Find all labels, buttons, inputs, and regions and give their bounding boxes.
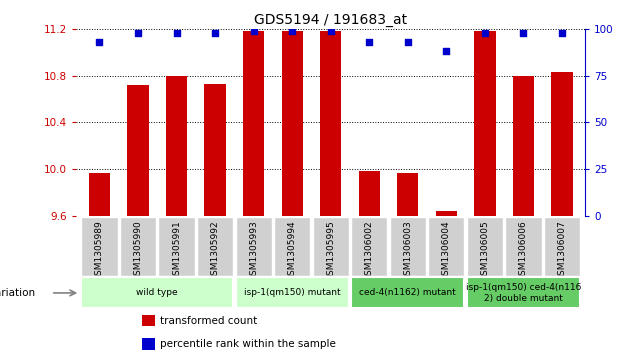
FancyBboxPatch shape (235, 277, 349, 309)
Bar (89, 172, 110, 216)
Text: percentile rank within the sample: percentile rank within the sample (160, 339, 336, 349)
Bar (474, 31, 495, 216)
Point (480, 30, 490, 36)
Point (326, 28, 336, 34)
Point (557, 30, 567, 36)
FancyBboxPatch shape (506, 217, 542, 276)
Bar (205, 84, 226, 216)
Text: GSM1305994: GSM1305994 (287, 221, 296, 281)
Text: GSM1305992: GSM1305992 (211, 221, 219, 281)
FancyBboxPatch shape (313, 217, 349, 276)
Text: GSM1306002: GSM1306002 (365, 221, 374, 281)
Bar (166, 76, 187, 216)
Text: GSM1306007: GSM1306007 (558, 221, 567, 281)
Text: GSM1305993: GSM1305993 (249, 221, 258, 281)
Point (210, 30, 220, 36)
FancyBboxPatch shape (274, 217, 310, 276)
Text: isp-1(qm150) mutant: isp-1(qm150) mutant (244, 289, 340, 297)
Point (249, 28, 259, 34)
Text: wild type: wild type (137, 289, 178, 297)
FancyBboxPatch shape (81, 217, 118, 276)
FancyBboxPatch shape (544, 217, 580, 276)
Text: GSM1305990: GSM1305990 (134, 221, 142, 281)
FancyBboxPatch shape (351, 277, 464, 309)
Bar (282, 31, 303, 216)
FancyBboxPatch shape (390, 217, 426, 276)
FancyBboxPatch shape (158, 217, 195, 276)
Bar (127, 85, 149, 216)
Text: transformed count: transformed count (160, 316, 258, 326)
Text: GSM1305991: GSM1305991 (172, 221, 181, 281)
Bar (243, 31, 264, 216)
FancyBboxPatch shape (197, 217, 233, 276)
Title: GDS5194 / 191683_at: GDS5194 / 191683_at (254, 13, 407, 26)
FancyBboxPatch shape (467, 217, 503, 276)
Point (518, 30, 529, 36)
Point (94, 39, 104, 45)
Text: GSM1306004: GSM1306004 (442, 221, 451, 281)
Text: GSM1305995: GSM1305995 (326, 221, 335, 281)
Point (364, 39, 375, 45)
Bar (513, 76, 534, 216)
Point (172, 30, 182, 36)
Bar (142, 338, 155, 350)
FancyBboxPatch shape (81, 277, 233, 309)
Bar (142, 315, 155, 326)
Text: isp-1(qm150) ced-4(n116
2) double mutant: isp-1(qm150) ced-4(n116 2) double mutant (466, 283, 581, 303)
Bar (359, 171, 380, 216)
Text: GSM1306006: GSM1306006 (519, 221, 528, 281)
Bar (320, 31, 342, 216)
Point (287, 28, 297, 34)
FancyBboxPatch shape (467, 277, 580, 309)
Text: GSM1305989: GSM1305989 (95, 221, 104, 281)
Bar (551, 72, 572, 216)
FancyBboxPatch shape (120, 217, 156, 276)
Text: ced-4(n1162) mutant: ced-4(n1162) mutant (359, 289, 456, 297)
Text: genotype/variation: genotype/variation (0, 288, 36, 298)
Bar (436, 211, 457, 216)
Bar (398, 172, 418, 216)
Text: GSM1306005: GSM1306005 (480, 221, 489, 281)
FancyBboxPatch shape (428, 217, 464, 276)
FancyBboxPatch shape (351, 217, 387, 276)
Point (441, 49, 452, 54)
Point (403, 39, 413, 45)
FancyBboxPatch shape (235, 217, 272, 276)
Point (133, 30, 143, 36)
Text: GSM1306003: GSM1306003 (403, 221, 412, 281)
